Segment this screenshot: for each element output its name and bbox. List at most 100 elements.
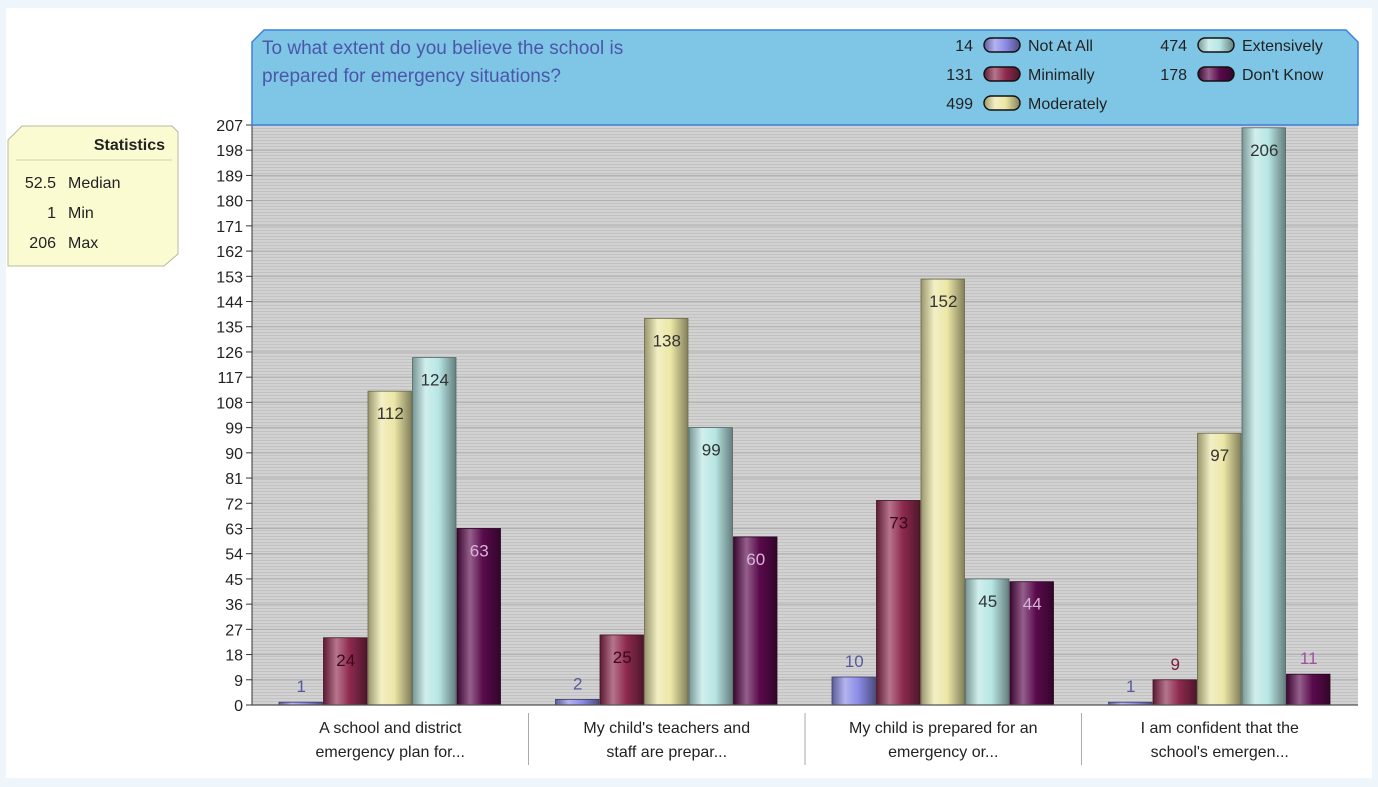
y-tick-label: 108 (216, 395, 243, 412)
bar-minimally (599, 634, 644, 706)
y-tick-label: 63 (225, 521, 243, 538)
y-tick-label: 81 (225, 471, 243, 488)
chart-title-line-1: To what extent do you believe the school… (262, 38, 623, 59)
statistics-box (7, 125, 179, 267)
x-tick-label: My child's teachers and (583, 720, 750, 737)
legend-label: Minimally (1028, 67, 1095, 84)
bar-value-label: 25 (613, 648, 632, 667)
legend-total: 14 (955, 38, 973, 55)
bar-extensively (1241, 127, 1286, 706)
y-tick-label: 162 (216, 244, 243, 261)
statistics-label: Max (68, 235, 98, 252)
bar-moderately (920, 278, 965, 706)
statistics-value: 1 (47, 205, 56, 222)
bar-minimally (1152, 679, 1197, 706)
bar-moderately (1197, 432, 1242, 706)
statistics-value: 206 (29, 235, 56, 252)
y-tick-label: 36 (225, 597, 243, 614)
chart-title-line-2: prepared for emergency situations? (262, 66, 561, 87)
bar-value-label: 60 (746, 550, 765, 569)
legend-label: Moderately (1028, 96, 1107, 113)
bar-extensively (965, 578, 1010, 706)
bar-minimally (323, 637, 368, 706)
bar-value-label: 112 (377, 404, 404, 423)
y-tick-label: 135 (216, 320, 243, 337)
bar-value-label: 11 (1300, 649, 1318, 668)
y-tick-label: 9 (234, 673, 243, 690)
x-tick-label: staff are prepar... (606, 744, 727, 761)
bar-don-t-know (1009, 581, 1054, 706)
bar-value-label: 24 (336, 651, 355, 670)
statistics-rows: 52.5 Median 1 Min 206 Max (25, 175, 121, 252)
x-tick-label: school's emergen... (1151, 744, 1289, 761)
y-tick-label: 90 (225, 446, 243, 463)
bar-not-at-all (831, 676, 876, 706)
bar-value-label: 99 (702, 441, 721, 460)
bar-don-t-know (1286, 673, 1331, 706)
legend-total: 474 (1160, 38, 1187, 55)
bar-moderately (367, 390, 412, 706)
chart-header-banner (251, 29, 1359, 126)
bar-moderately (644, 317, 689, 706)
legend-label: Not At All (1028, 38, 1093, 55)
bar-value-label: 9 (1171, 655, 1180, 674)
bar-value-label: 1 (1126, 677, 1135, 696)
legend-swatch (983, 66, 1021, 82)
statistics-label: Median (68, 175, 120, 192)
bar-value-label: 63 (470, 541, 489, 560)
bar-don-t-know (733, 536, 778, 706)
legend-swatch (983, 95, 1021, 111)
y-tick-label: 72 (225, 496, 243, 513)
y-tick-label: 27 (225, 622, 243, 639)
bar-value-label: 2 (573, 674, 582, 693)
y-tick-label: 171 (216, 219, 243, 236)
y-tick-label: 198 (216, 143, 243, 160)
legend-total: 131 (946, 67, 973, 84)
bar-value-label: 1 (297, 677, 306, 696)
bar-value-label: 152 (929, 292, 957, 311)
statistics-title: Statistics (94, 137, 165, 154)
bar-value-label: 10 (845, 652, 864, 671)
y-tick-label: 153 (216, 269, 243, 286)
y-tick-label: 189 (216, 168, 243, 185)
y-tick-label: 117 (217, 370, 243, 387)
x-tick-label: My child is prepared for an (849, 720, 1038, 737)
legend-swatch (983, 37, 1021, 53)
y-axis: 0 9 18 27 36 45 54 63 72 81 90 99 108 117 126 135 144 153… (216, 118, 253, 715)
legend-swatch (1197, 66, 1235, 82)
bar-value-label: 97 (1210, 446, 1229, 465)
x-axis: A school and district emergency plan for.… (252, 704, 1358, 765)
legend-total: 499 (946, 96, 973, 113)
bar-value-label: 45 (978, 592, 997, 611)
bar-not-at-all (555, 698, 600, 706)
y-tick-label: 18 (225, 648, 243, 665)
bar-value-label: 206 (1250, 141, 1278, 160)
legend-total: 178 (1160, 67, 1187, 84)
y-tick-label: 0 (234, 698, 243, 715)
x-tick-label: emergency plan for... (316, 744, 465, 761)
bar-value-label: 138 (653, 331, 681, 350)
y-tick-label: 45 (225, 572, 243, 589)
y-tick-label: 144 (216, 295, 243, 312)
legend: 14 Not At All 131 Minimally 499 Moderately 474… (946, 37, 1324, 113)
y-tick-label: 207 (216, 118, 243, 135)
bar-extensively (688, 427, 733, 706)
x-tick-label: I am confident that the (1141, 720, 1299, 737)
bar-don-t-know (456, 528, 501, 706)
bar-value-label: 44 (1023, 595, 1042, 614)
y-tick-label: 99 (225, 421, 243, 438)
legend-label: Don't Know (1242, 67, 1324, 84)
bars (278, 127, 1331, 706)
bar-value-label: 73 (889, 513, 908, 532)
legend-swatch (1197, 37, 1235, 53)
legend-label: Extensively (1242, 38, 1323, 55)
bar-minimally (876, 500, 921, 706)
bar-extensively (412, 357, 457, 706)
statistics-label: Min (68, 205, 94, 222)
bar-value-label: 124 (421, 371, 449, 390)
y-tick-label: 54 (225, 547, 243, 564)
statistics-value: 52.5 (25, 175, 56, 192)
